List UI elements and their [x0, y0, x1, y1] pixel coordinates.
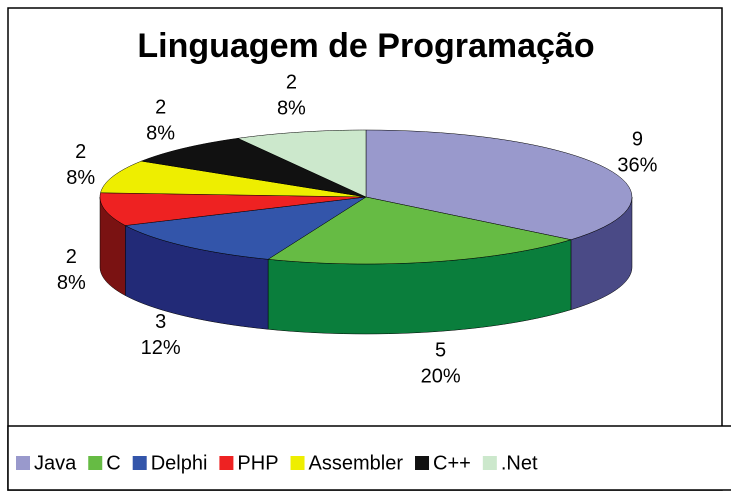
data-label: 2	[75, 141, 86, 163]
percent-label: 8%	[57, 272, 86, 294]
data-label: 2	[66, 246, 77, 268]
legend-label: C	[106, 452, 120, 474]
pie-slice	[267, 196, 572, 265]
legend-label: Java	[34, 452, 77, 474]
chart-title: Linguagem de Programação	[137, 27, 594, 65]
data-label: 2	[155, 97, 166, 119]
data-label: 5	[435, 340, 446, 362]
legend-label: .Net	[501, 452, 538, 474]
percent-label: 8%	[277, 98, 306, 120]
legend-swatch	[16, 456, 30, 470]
pie-slice	[365, 129, 633, 240]
data-label: 2	[286, 72, 297, 94]
legend-label: Delphi	[151, 452, 208, 474]
percent-label: 8%	[146, 123, 175, 145]
pie-slice	[99, 192, 367, 226]
pie-slice	[100, 160, 367, 198]
percent-label: 8%	[66, 167, 95, 189]
data-label: 9	[632, 129, 643, 151]
legend-swatch	[219, 456, 234, 470]
percent-label: 36%	[617, 155, 657, 177]
legend-swatch	[88, 456, 103, 470]
legend-label: C++	[433, 452, 471, 474]
percent-label: 20%	[421, 366, 461, 388]
legend-box	[7, 425, 731, 491]
legend-swatch	[132, 456, 147, 470]
legend-swatch	[415, 456, 430, 470]
data-label: 3	[155, 311, 166, 333]
legend-label: PHP	[237, 452, 278, 474]
legend-label: Assembler	[309, 452, 404, 474]
percent-label: 12%	[141, 337, 181, 359]
legend-swatch	[482, 456, 497, 470]
pie-slice	[236, 129, 367, 198]
pie-slice	[124, 196, 367, 260]
legend-swatch	[290, 456, 305, 470]
pie-slice	[140, 138, 367, 198]
